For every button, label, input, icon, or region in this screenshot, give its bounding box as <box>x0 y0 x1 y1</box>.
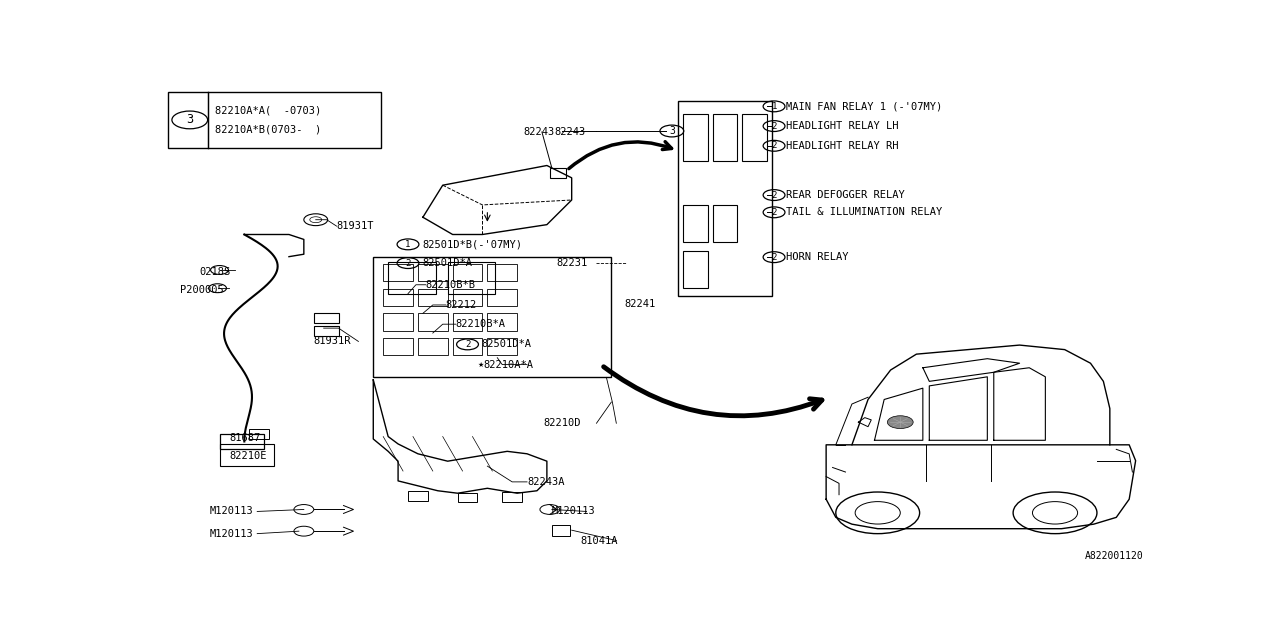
Bar <box>453 314 483 331</box>
Text: TAIL & ILLUMINATION RELAY: TAIL & ILLUMINATION RELAY <box>786 207 942 218</box>
Text: A822001120: A822001120 <box>1085 551 1144 561</box>
Bar <box>168 92 381 148</box>
Bar <box>453 338 483 355</box>
Bar <box>552 525 570 536</box>
Text: 82210A*A: 82210A*A <box>484 360 534 369</box>
Text: 81931R: 81931R <box>314 337 351 346</box>
Bar <box>417 338 448 355</box>
Text: 1: 1 <box>406 240 411 249</box>
Text: 2: 2 <box>772 141 777 150</box>
Bar <box>314 314 338 323</box>
Text: 2: 2 <box>772 208 777 217</box>
Bar <box>488 264 517 282</box>
Bar <box>388 262 435 294</box>
Bar <box>220 444 274 466</box>
Bar <box>678 101 772 296</box>
Bar <box>383 264 413 282</box>
Bar <box>383 289 413 306</box>
Text: 2: 2 <box>465 340 470 349</box>
Bar <box>250 429 269 439</box>
Bar <box>220 434 264 449</box>
Text: 82210E: 82210E <box>229 451 268 461</box>
Bar <box>742 114 767 161</box>
Bar <box>417 314 448 331</box>
Text: 82241: 82241 <box>625 299 657 309</box>
Text: 81041A: 81041A <box>581 536 618 545</box>
Text: HORN RELAY: HORN RELAY <box>786 252 849 262</box>
Text: 82210B*B: 82210B*B <box>426 280 476 290</box>
Text: M120113: M120113 <box>210 529 253 539</box>
Bar <box>417 289 448 306</box>
Bar <box>374 257 612 378</box>
Text: M120113: M120113 <box>210 506 253 516</box>
Text: M120113: M120113 <box>552 506 595 516</box>
Text: 2: 2 <box>772 122 777 131</box>
Bar <box>502 492 522 502</box>
Bar <box>682 205 708 242</box>
Text: 82210A*B(0703-  ): 82210A*B(0703- ) <box>215 125 321 134</box>
Bar <box>408 491 428 500</box>
Text: 3: 3 <box>186 113 193 127</box>
Text: 82212: 82212 <box>445 300 477 310</box>
Text: MAIN FAN RELAY 1 (-'07MY): MAIN FAN RELAY 1 (-'07MY) <box>786 101 942 111</box>
Bar <box>488 289 517 306</box>
Text: 82501D*A: 82501D*A <box>422 258 472 268</box>
Text: 2: 2 <box>406 259 411 268</box>
Bar <box>550 168 566 178</box>
Text: ★: ★ <box>477 362 484 367</box>
Text: P200005: P200005 <box>179 285 224 295</box>
Bar <box>453 289 483 306</box>
Text: 2: 2 <box>772 253 777 262</box>
Bar <box>488 314 517 331</box>
Bar <box>682 251 708 288</box>
Bar <box>453 264 483 282</box>
Text: 1: 1 <box>772 102 777 111</box>
Text: 2: 2 <box>772 191 777 200</box>
Text: 82210A*A(  -0703): 82210A*A( -0703) <box>215 106 321 115</box>
Bar <box>488 338 517 355</box>
Circle shape <box>887 416 913 429</box>
Text: 82243A: 82243A <box>527 477 564 487</box>
Text: 82501D*A: 82501D*A <box>481 339 531 349</box>
Text: REAR DEFOGGER RELAY: REAR DEFOGGER RELAY <box>786 190 905 200</box>
Text: 82243: 82243 <box>524 127 554 137</box>
Bar <box>314 326 338 335</box>
Bar <box>713 114 737 161</box>
Bar <box>682 114 708 161</box>
Text: 82243: 82243 <box>554 127 586 137</box>
Text: 82231: 82231 <box>557 257 588 268</box>
Bar <box>417 264 448 282</box>
Text: 82501D*B(-'07MY): 82501D*B(-'07MY) <box>422 239 522 250</box>
Text: HEADLIGHT RELAY RH: HEADLIGHT RELAY RH <box>786 141 899 151</box>
Text: 82210B*A: 82210B*A <box>456 319 506 329</box>
Bar <box>383 338 413 355</box>
Text: 81687: 81687 <box>229 433 261 442</box>
Bar <box>383 314 413 331</box>
Text: 0218S: 0218S <box>200 268 230 278</box>
Text: 81931T: 81931T <box>337 221 374 231</box>
Bar <box>448 262 495 294</box>
Text: HEADLIGHT RELAY LH: HEADLIGHT RELAY LH <box>786 121 899 131</box>
Bar <box>713 205 737 242</box>
Text: 82210D: 82210D <box>543 418 580 428</box>
Bar <box>458 493 477 502</box>
Text: 3: 3 <box>669 126 675 136</box>
